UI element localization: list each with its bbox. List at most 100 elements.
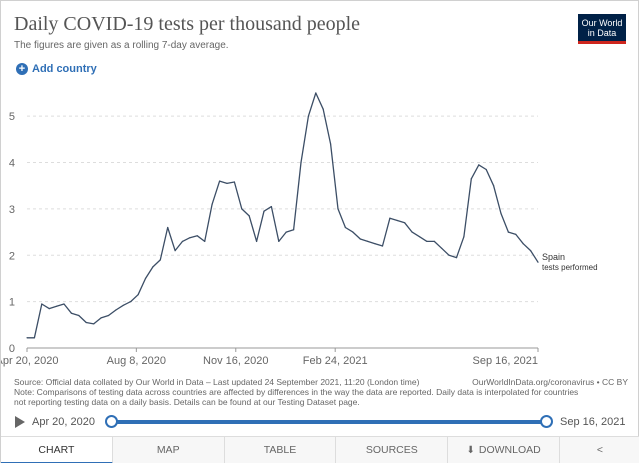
data-point: [278, 240, 280, 242]
data-point: [330, 143, 332, 145]
data-point: [359, 238, 361, 240]
tab-chart[interactable]: CHART: [1, 437, 113, 463]
y-tick-label: 5: [9, 111, 15, 123]
source-link[interactable]: OurWorldInData.org/coronavirus • CC BY: [472, 377, 628, 387]
x-tick-label: Nov 16, 2020: [203, 355, 268, 367]
data-point: [211, 203, 213, 205]
data-point: [337, 208, 339, 210]
data-point: [389, 217, 391, 219]
data-point: [300, 161, 302, 164]
data-point: [189, 237, 191, 239]
source-line-1: Source: Official data collated by Our Wo…: [14, 377, 420, 387]
data-point: [315, 92, 317, 94]
data-point: [537, 261, 539, 263]
data-point: [270, 206, 272, 208]
data-point: [485, 168, 487, 171]
timeline-end-handle[interactable]: [540, 415, 553, 428]
add-country-label: Add country: [32, 63, 97, 75]
data-point: [285, 231, 287, 233]
timeline-end-label: Sep 16, 2021: [560, 416, 626, 428]
y-tick-label: 3: [9, 204, 15, 216]
data-point: [41, 303, 43, 305]
share-icon: <: [596, 444, 604, 456]
play-icon[interactable]: [15, 416, 25, 428]
data-point: [70, 312, 72, 314]
logo-bar: [578, 41, 626, 44]
data-point: [248, 215, 250, 217]
data-point: [107, 314, 110, 317]
data-point: [455, 257, 458, 259]
data-point: [63, 303, 65, 305]
timeline-start-handle[interactable]: [105, 415, 118, 428]
series-line-spain: [27, 92, 539, 339]
data-point: [344, 226, 346, 229]
chart-subtitle: The figures are given as a rolling 7-day…: [14, 40, 229, 51]
data-point: [352, 231, 354, 233]
data-point: [293, 229, 295, 231]
data-point: [500, 212, 502, 215]
data-point: [100, 317, 102, 319]
y-tick-label: 2: [9, 250, 15, 262]
data-point: [478, 164, 480, 166]
add-country-button[interactable]: + Add country: [16, 63, 97, 75]
data-point: [374, 243, 376, 245]
tab-sources[interactable]: SOURCES: [336, 437, 449, 463]
data-point: [493, 185, 495, 187]
source-note: Source: Official data collated by Our Wo…: [14, 377, 628, 407]
tab-map[interactable]: MAP: [112, 437, 225, 463]
series-label-metric: tests performed: [542, 263, 598, 272]
data-point: [381, 245, 384, 247]
data-point: [426, 240, 428, 242]
source-line-2: Note: Comparisons of testing data across…: [14, 387, 579, 397]
data-point: [167, 226, 169, 229]
data-point: [78, 314, 80, 317]
data-point: [56, 305, 58, 307]
data-point: [411, 231, 413, 233]
data-point: [418, 236, 421, 238]
data-point: [233, 181, 235, 183]
data-point: [396, 219, 398, 222]
tab-download[interactable]: ⬇ DOWNLOAD: [448, 437, 560, 463]
logo-line-1: Our World: [581, 18, 623, 28]
tab-bar: CHART MAP TABLE SOURCES ⬇ DOWNLOAD <: [1, 436, 639, 463]
data-point: [93, 323, 95, 325]
y-tick-label: 1: [9, 297, 15, 309]
data-point: [26, 337, 28, 339]
data-point: [144, 277, 147, 280]
data-point: [441, 247, 443, 249]
tab-table[interactable]: TABLE: [224, 437, 337, 463]
data-point: [515, 233, 517, 235]
data-point: [181, 240, 184, 242]
data-point: [448, 254, 450, 256]
data-point: [530, 250, 532, 252]
data-point: [226, 182, 228, 184]
data-point: [174, 250, 176, 252]
x-tick-label: Feb 24, 2021: [303, 355, 368, 367]
data-point: [152, 266, 154, 268]
line-chart: 0 1 2 3 4 5 Apr 20, 2020 Aug 8, 2020 Nov 16, 202…: [1, 92, 598, 367]
data-point: [463, 236, 465, 238]
data-point: [256, 240, 258, 242]
x-tick-label: Apr 20, 2020: [1, 355, 59, 367]
timeline-start-label: Apr 20, 2020: [32, 416, 95, 428]
data-point: [404, 222, 406, 224]
data-point: [130, 301, 132, 303]
share-button[interactable]: <: [559, 437, 639, 463]
data-point: [367, 240, 369, 242]
owid-logo[interactable]: Our World in Data: [578, 14, 626, 44]
chart-title: Daily COVID-19 tests per thousand people: [14, 13, 361, 35]
y-tick-label: 0: [9, 343, 15, 355]
timeline-track[interactable]: [111, 420, 547, 424]
data-point: [470, 178, 472, 180]
data-point: [322, 108, 324, 110]
data-point: [196, 235, 198, 237]
download-icon: ⬇: [466, 445, 475, 456]
series-label-name: Spain: [542, 252, 565, 262]
data-point: [219, 180, 221, 182]
data-point: [263, 210, 265, 212]
data-point: [122, 304, 124, 306]
y-tick-label: 4: [9, 158, 15, 170]
data-point: [48, 308, 50, 310]
data-point: [522, 243, 524, 245]
